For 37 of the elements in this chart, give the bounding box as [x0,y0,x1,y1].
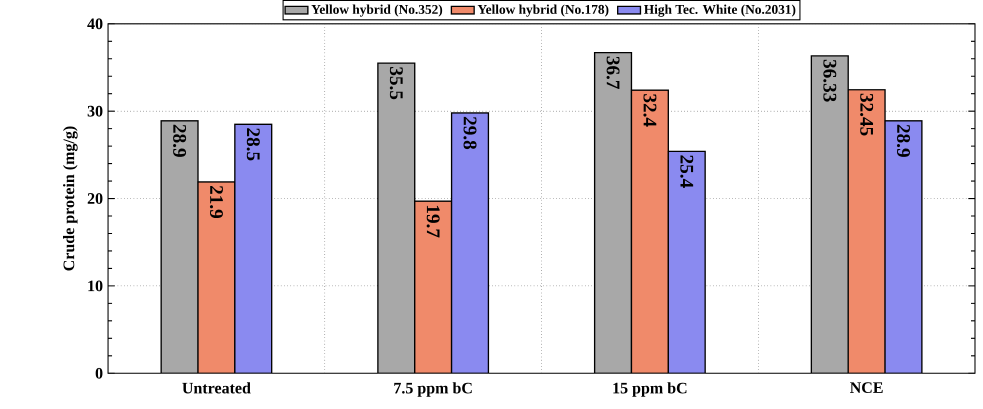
x-tick-label: 15 ppm bC [613,382,686,397]
data-label: 35.5 [390,66,403,100]
y-axis-title: Crude protein (mg/g) [63,126,78,270]
bar [450,112,490,374]
bar [197,181,236,374]
y-tick-label: 20 [88,193,102,204]
y-tick-label: 0 [96,368,102,379]
legend-label: Yellow hybrid (No.178) [478,4,608,17]
data-label: 19.7 [426,206,440,238]
data-label: 29.8 [463,116,477,149]
bar [414,200,452,374]
data-label: 28.9 [896,124,910,157]
data-label: 36.7 [606,56,620,89]
bar [884,120,923,374]
bar [377,62,416,374]
bar [160,120,199,374]
y-tick-label: 40 [87,18,102,30]
data-label: 32.45 [860,94,874,136]
bar [848,88,886,374]
data-label: 25.4 [680,155,694,188]
data-label: 28.5 [246,128,260,160]
x-tick-label: Untreated [182,382,251,394]
legend-label: Yellow hybrid (No.352) [311,4,442,17]
data-label: 21.9 [210,186,223,218]
x-tick-label: NCE [850,382,883,393]
legend-label: High Tec. White (No.2031) [644,4,796,17]
data-label: 36.33 [823,60,836,102]
bar [594,52,632,374]
data-label: 32.4 [643,94,656,127]
bar [630,89,669,374]
y-tick-label: 30 [88,106,102,116]
bar [810,55,849,374]
data-label: 28.9 [173,124,186,157]
x-tick-label: 7.5 ppm bC [394,382,472,397]
y-tick-label: 10 [88,280,102,292]
bar [668,150,706,374]
bar [234,123,272,374]
